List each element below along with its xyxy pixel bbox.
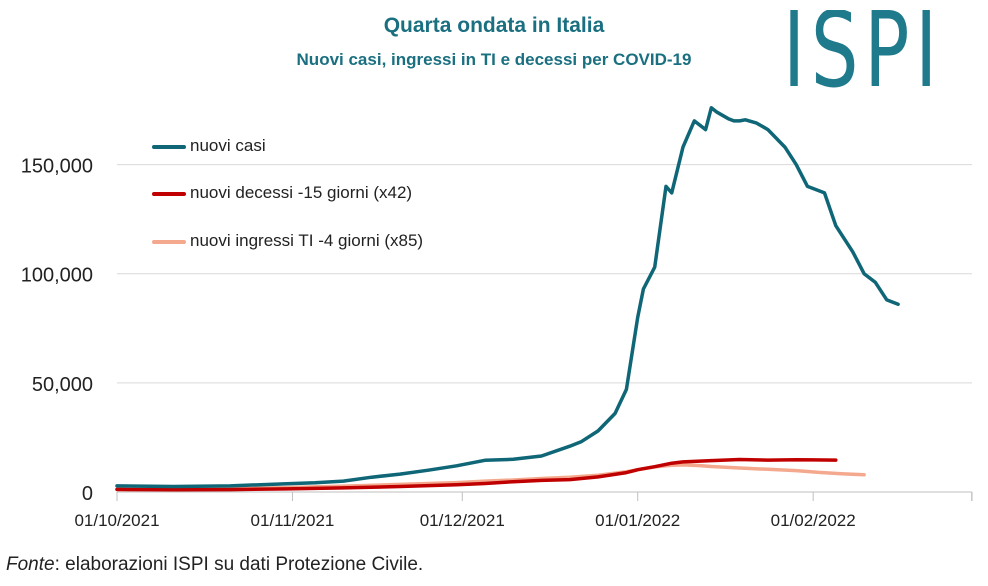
source-note: Fonte: elaborazioni ISPI su dati Protezi… bbox=[6, 554, 423, 576]
x-tick-label: 01/02/2022 bbox=[771, 511, 856, 530]
legend-swatch-casi bbox=[152, 144, 186, 149]
y-tick-label: 50,000 bbox=[32, 374, 93, 396]
series-line-casi bbox=[115, 106, 900, 489]
source-prefix: Fonte bbox=[6, 554, 55, 575]
source-text: : elaborazioni ISPI su dati Protezione C… bbox=[54, 554, 424, 575]
y-tick-label: 100,000 bbox=[21, 265, 93, 287]
x-tick-label: 01/11/2021 bbox=[251, 511, 335, 530]
x-tick-label: 01/01/2022 bbox=[595, 511, 680, 530]
legend-item-decessi: nuovi decessi -15 giorni (x42) bbox=[152, 183, 412, 203]
x-tick-label: 01/12/2021 bbox=[420, 511, 505, 530]
legend-label-casi: nuovi casi bbox=[190, 136, 266, 155]
y-tick-label: 0 bbox=[82, 483, 93, 505]
legend-label-ingressi: nuovi ingressi TI -4 giorni (x85) bbox=[190, 231, 424, 250]
ispi-logo: ISPI bbox=[783, 0, 948, 111]
legend-label-decessi: nuovi decessi -15 giorni (x42) bbox=[190, 183, 413, 202]
legend-item-ingressi: nuovi ingressi TI -4 giorni (x85) bbox=[152, 231, 423, 251]
series-line-decessi bbox=[115, 457, 838, 492]
legend-item-casi: nuovi casi bbox=[152, 136, 266, 156]
y-tick-label: 150,000 bbox=[21, 156, 93, 178]
x-tick-label: 01/10/2021 bbox=[74, 511, 159, 530]
chart-subtitle: Nuovi casi, ingressi in TI e decessi per… bbox=[296, 50, 692, 69]
chart-title: Quarta ondata in Italia bbox=[383, 14, 605, 37]
legend-swatch-decessi bbox=[152, 191, 186, 196]
legend-swatch-ingressi bbox=[152, 239, 186, 244]
